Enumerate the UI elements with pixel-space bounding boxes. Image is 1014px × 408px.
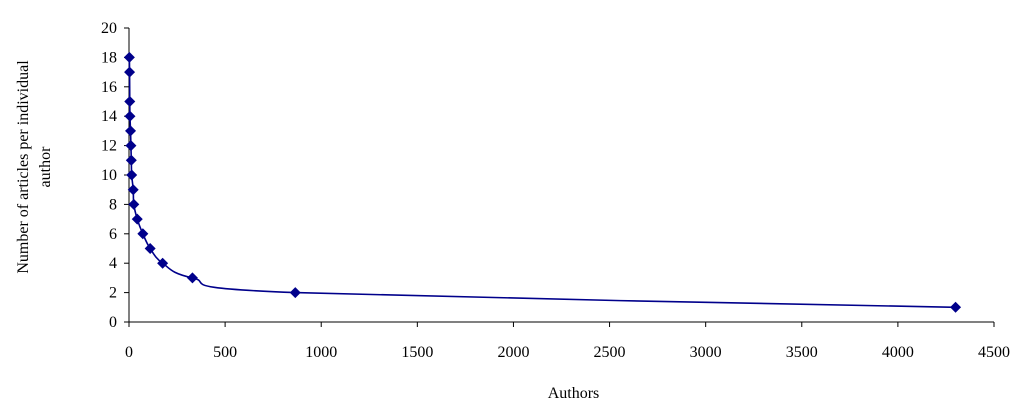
y-axis-title-line-1: Number of articles per individual [15, 60, 32, 274]
axes [128, 28, 994, 323]
x-tick-label: 0 [125, 344, 133, 361]
x-tick-label: 2000 [497, 344, 529, 361]
y-tick-label: 8 [109, 196, 117, 213]
x-tick-label: 1500 [401, 344, 433, 361]
data-point-diamond [124, 66, 136, 78]
data-point-diamond [186, 272, 198, 284]
data-point-diamond [157, 257, 169, 269]
x-tick-label: 1000 [305, 344, 337, 361]
x-tick-label: 3000 [690, 344, 722, 361]
y-tick-label: 18 [101, 49, 117, 66]
data-point-diamond [125, 140, 137, 152]
data-point-diamond [127, 184, 139, 196]
x-axis-title: Authors [548, 385, 600, 402]
data-point-diamond [128, 198, 140, 210]
y-tick-label: 2 [109, 285, 117, 302]
y-tick-label: 20 [101, 20, 117, 37]
y-tick-label: 14 [101, 108, 117, 125]
data-point-diamond [137, 228, 149, 240]
x-tick-label: 3500 [786, 344, 818, 361]
x-tick-label: 2500 [594, 344, 626, 361]
data-point-diamond [144, 243, 156, 254]
x-tick-label: 500 [213, 344, 237, 361]
data-point-diamond [126, 169, 138, 181]
y-tick-label: 16 [101, 79, 117, 96]
x-tick-label: 4500 [978, 344, 1010, 361]
x-ticks: 0 500 1000 1500 2000 2500 3000 3500 4000 4500 [125, 322, 1010, 361]
data-point-diamond [125, 154, 137, 166]
y-axis-title-line-2: author [37, 146, 54, 188]
data-point-diamond [123, 51, 135, 63]
series-layer [123, 51, 962, 313]
data-point-diamond [124, 96, 136, 107]
y-tick-label: 4 [109, 255, 117, 272]
series-line [128, 57, 956, 309]
y-tick-label: 10 [101, 167, 117, 184]
y-tick-label: 6 [109, 226, 117, 243]
data-point-diamond [124, 110, 136, 122]
data-point-diamond [125, 125, 137, 137]
data-point-diamond [131, 213, 143, 225]
data-point-diamond [289, 287, 301, 299]
y-axis-title: Number of articles per individual author [15, 60, 54, 274]
y-ticks: 0 2 4 6 8 10 12 14 16 18 20 [101, 20, 129, 331]
data-point-diamond [950, 301, 962, 313]
y-tick-label: 0 [109, 314, 117, 331]
x-tick-label: 4000 [882, 344, 914, 361]
y-tick-label: 12 [101, 138, 117, 155]
